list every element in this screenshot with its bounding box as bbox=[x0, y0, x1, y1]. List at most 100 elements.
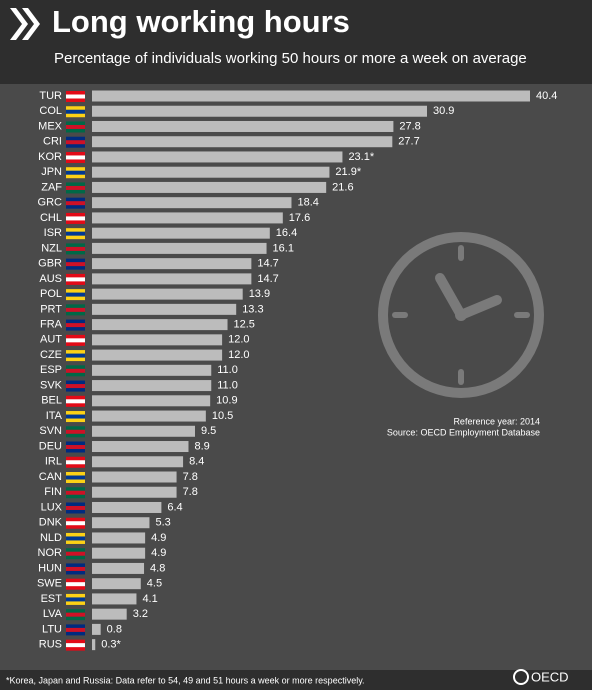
category-label: DNK bbox=[39, 517, 63, 529]
value-label: 3.2 bbox=[133, 608, 148, 620]
category-label: EST bbox=[41, 593, 63, 605]
bar bbox=[92, 639, 96, 651]
flag-stripe bbox=[66, 490, 85, 495]
bar bbox=[92, 258, 252, 270]
bar bbox=[92, 517, 150, 529]
value-label: 13.9 bbox=[249, 288, 270, 300]
category-label: NOR bbox=[38, 547, 63, 559]
category-label: AUT bbox=[40, 334, 62, 346]
value-label: 18.4 bbox=[297, 197, 318, 209]
flag-stripe bbox=[66, 536, 85, 541]
value-label: 14.7 bbox=[257, 273, 278, 285]
flag-stripe bbox=[66, 201, 85, 206]
category-label: NLD bbox=[40, 532, 62, 544]
value-label: 7.8 bbox=[183, 471, 198, 483]
value-label: 8.9 bbox=[194, 440, 209, 452]
value-label: 7.8 bbox=[183, 486, 198, 498]
flag-stripe bbox=[66, 170, 85, 175]
bar bbox=[92, 532, 146, 544]
category-label: JPN bbox=[41, 166, 62, 178]
value-label: 12.0 bbox=[228, 349, 249, 361]
flag-stripe bbox=[66, 521, 85, 526]
category-label: CHL bbox=[40, 212, 62, 224]
value-label: 4.5 bbox=[147, 578, 162, 590]
category-label: SVN bbox=[39, 425, 62, 437]
category-label: NZL bbox=[41, 242, 62, 254]
flag-stripe bbox=[66, 109, 85, 114]
value-label: 11.0 bbox=[217, 379, 238, 391]
category-label: LTU bbox=[42, 623, 62, 635]
value-label: 5.3 bbox=[155, 517, 170, 529]
category-label: ITA bbox=[46, 410, 63, 422]
flag-stripe bbox=[66, 231, 85, 236]
annotation: Source: OECD Employment Database bbox=[387, 427, 540, 437]
value-label: 16.1 bbox=[273, 242, 294, 254]
bar bbox=[92, 380, 212, 392]
value-label: 6.4 bbox=[167, 501, 182, 513]
flag-stripe bbox=[66, 246, 85, 251]
category-label: TUR bbox=[39, 90, 62, 102]
value-label: 21.6 bbox=[332, 181, 353, 193]
flag-stripe bbox=[66, 216, 85, 221]
bar bbox=[92, 242, 267, 254]
category-label: ZAF bbox=[41, 181, 62, 193]
bar bbox=[92, 90, 530, 102]
category-label: DEU bbox=[39, 440, 62, 452]
flag-stripe bbox=[66, 505, 85, 510]
value-label: 4.9 bbox=[151, 547, 166, 559]
footnote: *Korea, Japan and Russia: Data refer to … bbox=[6, 675, 365, 685]
bar bbox=[92, 425, 195, 437]
value-label: 40.4 bbox=[536, 90, 557, 102]
value-label: 11.0 bbox=[217, 364, 238, 376]
category-label: AUS bbox=[39, 273, 62, 285]
value-label: 0.8 bbox=[107, 623, 122, 635]
value-label: 9.5 bbox=[201, 425, 216, 437]
clock-icon bbox=[378, 232, 544, 398]
category-label: KOR bbox=[38, 151, 62, 163]
logo-chevrons bbox=[10, 8, 40, 40]
category-label: FIN bbox=[44, 486, 62, 498]
category-label: ESP bbox=[40, 364, 62, 376]
flag-stripe bbox=[66, 460, 85, 465]
bar bbox=[92, 395, 211, 407]
bar bbox=[92, 593, 137, 605]
bar bbox=[92, 441, 189, 453]
bar bbox=[92, 151, 343, 163]
flag-stripe bbox=[66, 94, 85, 99]
category-label: COL bbox=[39, 105, 62, 117]
category-label: LVA bbox=[43, 608, 63, 620]
flag-stripe bbox=[66, 414, 85, 419]
value-label: 10.5 bbox=[212, 410, 233, 422]
category-label: CZE bbox=[40, 349, 62, 361]
flag-stripe bbox=[66, 124, 85, 129]
value-label: 8.4 bbox=[189, 456, 204, 468]
value-label: 0.3* bbox=[101, 639, 121, 651]
category-label: RUS bbox=[39, 639, 62, 651]
chart-title: Long working hours bbox=[52, 4, 350, 39]
flag-stripe bbox=[66, 323, 85, 328]
bar bbox=[92, 364, 212, 376]
bar bbox=[92, 334, 223, 346]
value-label: 27.8 bbox=[399, 120, 420, 132]
bar bbox=[92, 486, 177, 498]
logo-mark bbox=[513, 669, 529, 685]
category-label: POL bbox=[40, 288, 62, 300]
flag-stripe bbox=[66, 140, 85, 145]
value-label: 12.5 bbox=[234, 319, 255, 331]
value-label: 12.0 bbox=[228, 334, 249, 346]
flag-stripe bbox=[66, 185, 85, 190]
value-label: 21.9* bbox=[335, 166, 361, 178]
category-label: PRT bbox=[40, 303, 62, 315]
flag-stripe bbox=[66, 155, 85, 160]
category-label: ISR bbox=[44, 227, 62, 239]
flag-stripe bbox=[66, 307, 85, 312]
category-label: HUN bbox=[38, 562, 62, 574]
value-label: 13.3 bbox=[242, 303, 263, 315]
bar bbox=[92, 273, 252, 285]
flag-stripe bbox=[66, 292, 85, 297]
value-label: 30.9 bbox=[433, 105, 454, 117]
flag-stripe bbox=[66, 643, 85, 648]
category-label: GBR bbox=[38, 258, 62, 270]
bar bbox=[92, 120, 394, 132]
flag-stripe bbox=[66, 566, 85, 571]
